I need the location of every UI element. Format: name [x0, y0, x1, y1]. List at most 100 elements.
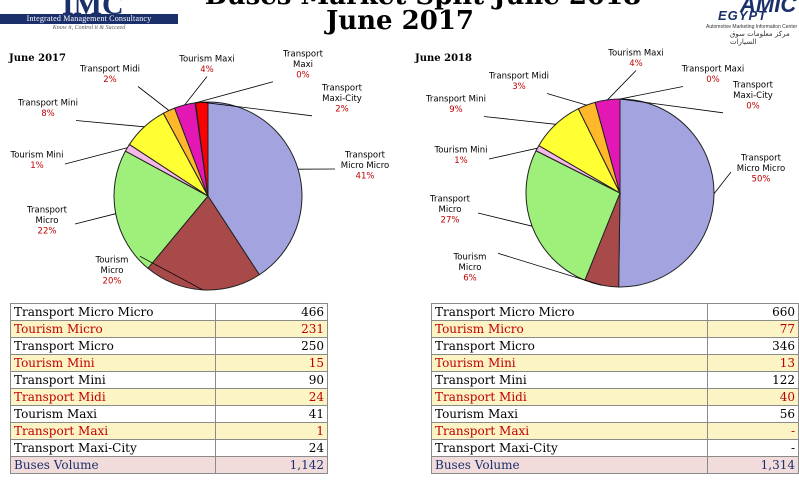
table-cell-volume: 250: [214, 337, 329, 355]
table-row: Transport Mini 122: [430, 371, 799, 389]
slice-label-transport-maxi-2018: Transport Maxi 0%: [681, 65, 745, 86]
table-cell-volume: 77: [707, 320, 799, 338]
table-cell-volume: 24: [214, 388, 329, 406]
table-cell-segment: Transport Midi: [430, 388, 709, 406]
leader-line-tourism-maxi-2017: [184, 76, 208, 106]
slice-label-transport-micro-2017: Transport Micro 22%: [26, 205, 68, 236]
slice-label-tourism-maxi-2017: Tourism Maxi 4%: [178, 55, 235, 76]
table-cell-volume: 231: [214, 320, 329, 338]
table-row: Transport Maxi -: [430, 422, 799, 440]
amic-logo-egypt: EGYPT: [718, 8, 768, 23]
page-subtitle: June 2017: [325, 6, 475, 36]
table-cell-segment: Tourism Micro: [10, 320, 216, 338]
table-cell-volume: 40: [707, 388, 799, 406]
table-row: Transport Maxi-City -: [430, 439, 799, 457]
slice-label-tourism-micro-2017: Tourism Micro 20%: [95, 255, 129, 286]
volume-table-2017: Transport Micro Micro 466 Tourism Micro 231…: [10, 303, 329, 474]
slice-label-transport-midi-2017: Transport Midi 2%: [79, 65, 140, 86]
table-cell-segment: Tourism Micro: [430, 320, 709, 338]
table-row: Transport Maxi-City 24: [10, 439, 329, 457]
imc-logo-band: Integrated Management Consultancy: [0, 14, 178, 24]
table-cell-segment: Transport Mini: [430, 371, 709, 389]
leader-line-transport-maxi-city-2017: [201, 101, 313, 117]
leader-line-transport-maxi-city-2018: [619, 98, 724, 114]
table-cell-segment: Transport Micro Micro: [10, 303, 216, 321]
table-cell-segment: Transport Midi: [10, 388, 216, 406]
table-cell-segment: Transport Micro: [430, 337, 709, 355]
table-cell-volume: 122: [707, 371, 799, 389]
leader-line-transport-micro-micro-2018: [713, 171, 732, 194]
leader-line-transport-maxi-2018: [619, 86, 684, 100]
leader-line-transport-mini-2017: [75, 120, 145, 128]
table-cell-segment: Transport Maxi: [430, 422, 709, 440]
leader-line-tourism-mini-2017: [64, 147, 128, 165]
period-label-2017: June 2017: [9, 53, 66, 64]
volume-table-2018: Transport Micro Micro 660 Tourism Micro 77 T…: [430, 303, 799, 474]
slice-label-transport-mini-2018: Transport Mini 9%: [425, 95, 486, 116]
slice-label-transport-maxi-city-2017: Transport Maxi-City 2%: [321, 83, 363, 114]
table-cell-segment: Transport Micro Micro: [430, 303, 709, 321]
amic-logo: AMIC EGYPT Automotive Marketing Informat…: [704, 0, 799, 46]
table-cell-segment: Tourism Mini: [430, 354, 709, 372]
slice-label-transport-micro-micro-2018: Transport Micro Micro 50%: [737, 153, 785, 184]
table-cell-volume: -: [707, 422, 799, 440]
slice-label-transport-micro-2018: Transport Micro 27%: [429, 194, 471, 225]
pie-chart-2017: Transport Micro Micro 41% Tourism Micro 20% Tr…: [9, 49, 389, 291]
slice-label-tourism-mini-2017: Tourism Mini 1%: [9, 151, 63, 172]
leader-line-transport-maxi-2017: [195, 81, 274, 104]
table-cell-segment: Tourism Maxi: [10, 405, 216, 423]
leader-line-transport-midi-2017: [137, 86, 170, 111]
slice-label-transport-mini-2017: Transport Mini 8%: [17, 99, 78, 120]
slice-label-tourism-maxi-2018: Tourism Maxi 4%: [607, 49, 664, 70]
table-row: Transport Midi 40: [430, 388, 799, 406]
table-row: Tourism Micro 231: [10, 320, 329, 338]
table-row: Tourism Mini 15: [10, 354, 329, 372]
table-row: Tourism Maxi 41: [10, 405, 329, 423]
leader-line-tourism-micro-2018: [497, 252, 602, 286]
table-cell-segment: Tourism Mini: [10, 354, 216, 372]
table-cell-volume: 1: [214, 422, 329, 440]
table-total-label: Buses Volume: [10, 456, 216, 474]
slice-label-tourism-mini-2018: Tourism Mini 1%: [433, 146, 487, 167]
table-cell-volume: 13: [707, 354, 799, 372]
table-total-value: 1,314: [707, 456, 799, 474]
leader-line-tourism-micro-2017: [139, 255, 203, 291]
slice-label-tourism-micro-2018: Tourism Micro 6%: [453, 252, 487, 283]
leader-line-transport-midi-2018: [546, 93, 587, 106]
amic-logo-arabic: مركز معلومات سوق السيارات: [730, 30, 790, 46]
leader-line-transport-micro-2018: [477, 212, 533, 227]
table-cell-volume: -: [707, 439, 799, 457]
table-row: Transport Midi 24: [10, 388, 329, 406]
table-cell-volume: 660: [707, 303, 799, 321]
table-row: Transport Maxi 1: [10, 422, 329, 440]
table-total-row: Buses Volume 1,142: [10, 456, 329, 474]
slice-label-transport-micro-micro-2017: Transport Micro Micro 41%: [341, 150, 389, 181]
table-cell-segment: Transport Maxi: [10, 422, 216, 440]
pie-slice-transport-micro-2017: [113, 150, 209, 270]
table-row: Tourism Mini 13: [430, 354, 799, 372]
period-label-2018: June 2018: [415, 53, 472, 64]
table-total-value: 1,142: [214, 456, 329, 474]
table-cell-volume: 56: [707, 405, 799, 423]
table-cell-volume: 41: [214, 405, 329, 423]
table-cell-volume: 466: [214, 303, 329, 321]
table-cell-volume: 24: [214, 439, 329, 457]
slice-label-transport-midi-2018: Transport Midi 3%: [488, 72, 549, 93]
page-title: Buses Market Split June 2018: [168, 0, 678, 11]
amic-logo-caption: Automotive Marketing Information Center: [706, 24, 798, 30]
table-cell-segment: Tourism Maxi: [430, 405, 709, 423]
table-total-label: Buses Volume: [430, 456, 709, 474]
table-cell-segment: Transport Mini: [10, 371, 216, 389]
amic-logo-text: AMIC: [740, 0, 797, 17]
table-row: Transport Micro 346: [430, 337, 799, 355]
leader-line-tourism-mini-2018: [488, 147, 538, 160]
pie-slice-tourism-maxi-2018: [594, 98, 621, 194]
pie-chart-2018: Transport Micro Micro 50% Tourism Micro 6% Tra…: [425, 49, 785, 288]
table-cell-volume: 346: [707, 337, 799, 355]
table-cell-volume: 90: [214, 371, 329, 389]
imc-logo: IMC Integrated Management Consultancy Kn…: [0, 0, 178, 38]
leader-line-transport-mini-2018: [483, 116, 556, 125]
leader-line-transport-micro-2017: [74, 213, 116, 225]
table-cell-segment: Transport Maxi-City: [430, 439, 709, 457]
table-row: Transport Mini 90: [10, 371, 329, 389]
